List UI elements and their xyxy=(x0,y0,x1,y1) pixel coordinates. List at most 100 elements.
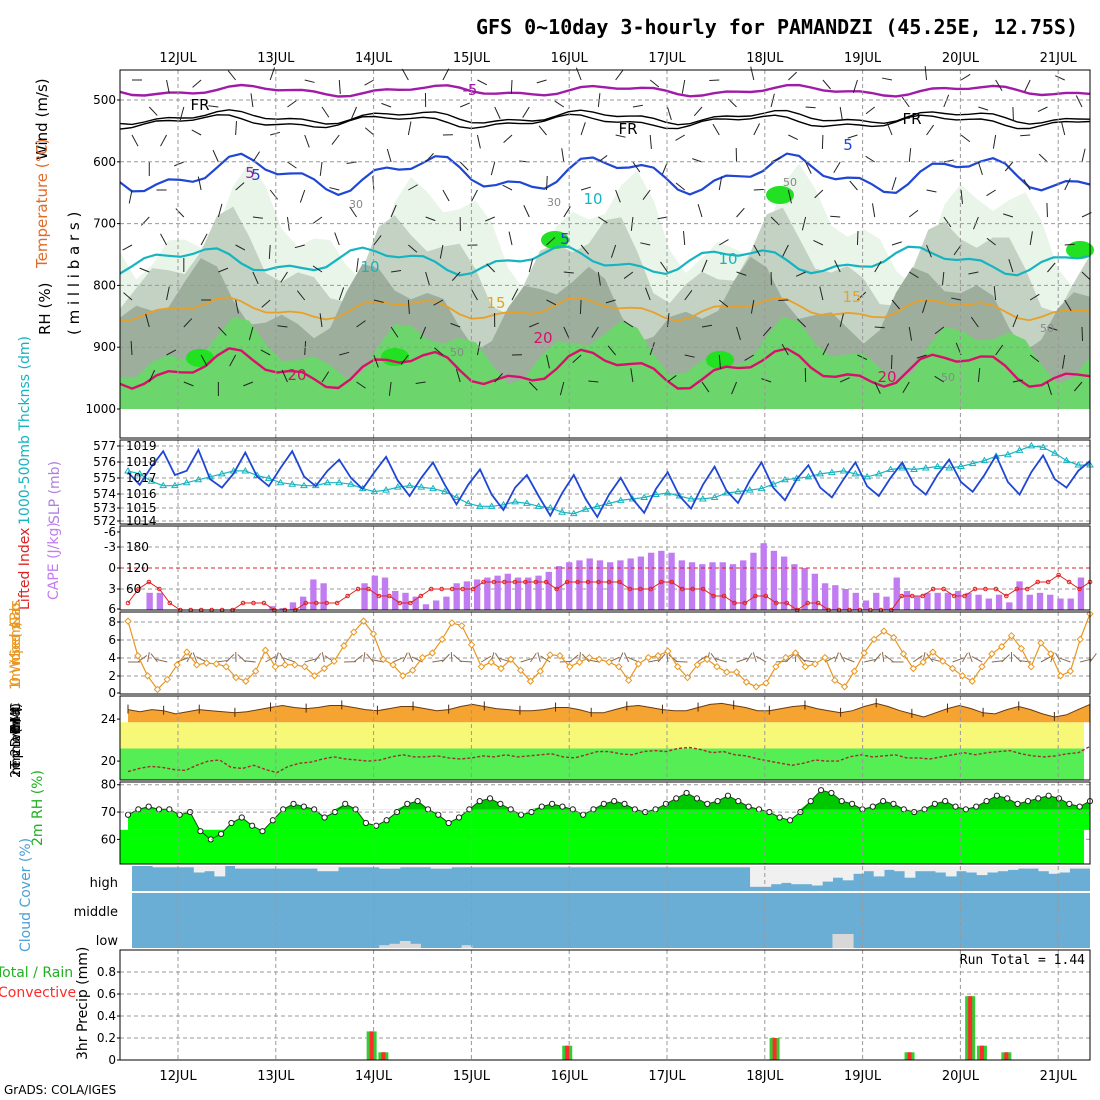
wind-barb-surface xyxy=(785,654,795,663)
wind-barb xyxy=(753,244,761,257)
wind-speed-marker xyxy=(193,661,201,669)
wind-speed-marker xyxy=(261,646,270,654)
tick-label: -6 xyxy=(104,525,116,539)
contour-label: 10 xyxy=(718,250,737,268)
li-marker xyxy=(324,600,329,606)
wind-barb xyxy=(277,325,288,328)
wind-speed-marker xyxy=(929,648,937,656)
cloud-low-gap xyxy=(410,943,421,948)
cloud-high-gap xyxy=(780,866,792,883)
wind-speed-marker xyxy=(320,664,329,673)
li-marker xyxy=(1077,586,1082,592)
wind-barb xyxy=(684,354,695,358)
wind-barb xyxy=(477,79,488,86)
cape-bar xyxy=(1016,581,1023,610)
wind-barb xyxy=(401,68,409,81)
wind-barb xyxy=(978,106,989,111)
thickness-marker xyxy=(511,497,520,505)
cloud-high-gap xyxy=(760,866,772,887)
cloud-level-label: low xyxy=(96,934,119,949)
contour-label: FR xyxy=(190,96,209,114)
wind-barb xyxy=(960,189,963,204)
wind-speed-marker xyxy=(291,661,299,669)
li-marker xyxy=(418,593,424,599)
wind-barb xyxy=(250,93,254,108)
wind-barb xyxy=(494,373,503,383)
thickness-marker xyxy=(300,481,308,489)
cloud-high-gap xyxy=(822,866,833,882)
wind-barb-surface xyxy=(1089,653,1097,663)
li-marker xyxy=(721,593,727,599)
wind-barb xyxy=(660,261,668,273)
rh2m-marker xyxy=(600,800,607,807)
wind-barb-surface xyxy=(186,652,193,663)
cape-bar xyxy=(1057,598,1064,610)
wind-barb-surface xyxy=(697,655,708,663)
wind-barb xyxy=(425,216,436,222)
wind-barb xyxy=(941,271,945,286)
wind-barb xyxy=(296,290,306,301)
rh2m-marker xyxy=(249,822,256,829)
wind-barb xyxy=(856,231,859,246)
wind-barb xyxy=(197,176,202,191)
wind-speed-marker xyxy=(458,621,466,630)
wind-speed-marker xyxy=(683,673,692,682)
wind-barb xyxy=(922,299,928,313)
wind-barb-surface xyxy=(581,653,590,663)
rh2m-marker xyxy=(693,795,701,802)
wind-barb xyxy=(632,104,643,108)
wind-barb xyxy=(701,324,713,328)
thickness-marker xyxy=(804,472,813,480)
rh2m-marker xyxy=(217,830,225,838)
wind-barb xyxy=(319,161,323,176)
wind-barb xyxy=(200,354,208,367)
cloud-high-gap xyxy=(183,866,195,868)
thickness-marker xyxy=(828,468,836,475)
thickness-marker xyxy=(382,486,390,493)
wind-speed-marker xyxy=(723,668,731,676)
li-marker xyxy=(491,579,497,585)
cape-bar xyxy=(402,592,409,610)
cloud-high-gap xyxy=(492,866,504,868)
cloud-high-gap xyxy=(389,866,401,869)
date-label-top: 20JUL xyxy=(942,51,980,66)
wind-barb xyxy=(356,320,366,328)
rh2m-marker xyxy=(900,806,907,813)
wind-barb xyxy=(391,270,402,273)
li-marker xyxy=(261,600,267,606)
cloud-high-gap xyxy=(976,866,988,876)
cloud-high-gap xyxy=(204,866,215,872)
wind-speed-marker xyxy=(507,655,515,664)
cloud-high-gap xyxy=(286,866,298,869)
li-marker xyxy=(690,586,695,592)
rh2m-marker xyxy=(848,800,856,807)
date-label-top: 21JUL xyxy=(1040,51,1078,66)
wind-barb xyxy=(312,265,323,273)
wind-barb xyxy=(675,134,685,141)
rh2m-marker xyxy=(973,803,980,810)
wind-barb xyxy=(874,381,881,394)
date-label-bottom: 14JUL xyxy=(355,1069,393,1084)
tick-label: 0.8 xyxy=(97,965,116,979)
cloud-high-gap xyxy=(1079,866,1091,869)
cloud-background xyxy=(132,866,1090,948)
cape-bar xyxy=(811,573,819,610)
wind-barb xyxy=(130,341,133,356)
wind-barb xyxy=(781,343,789,356)
thickness-marker xyxy=(288,480,297,487)
wind-speed-marker xyxy=(1066,667,1075,675)
contour-label: 5 xyxy=(560,230,570,248)
rh2m-marker xyxy=(611,798,618,805)
wind-barb xyxy=(459,161,469,171)
wind-barb xyxy=(787,189,792,204)
wind-barb xyxy=(926,244,932,258)
temp-labels: 2m Temp 2m DewPt (6hr Min/Max) (°C) xyxy=(9,703,24,778)
thickness-marker xyxy=(874,469,883,477)
rh2m-marker xyxy=(890,800,897,807)
wind-barb xyxy=(561,148,565,163)
contour-plus20 xyxy=(119,347,1091,390)
panel-frame xyxy=(119,781,1091,865)
li-marker xyxy=(1056,572,1061,578)
li-marker xyxy=(355,586,361,592)
wind-barb xyxy=(166,286,170,301)
